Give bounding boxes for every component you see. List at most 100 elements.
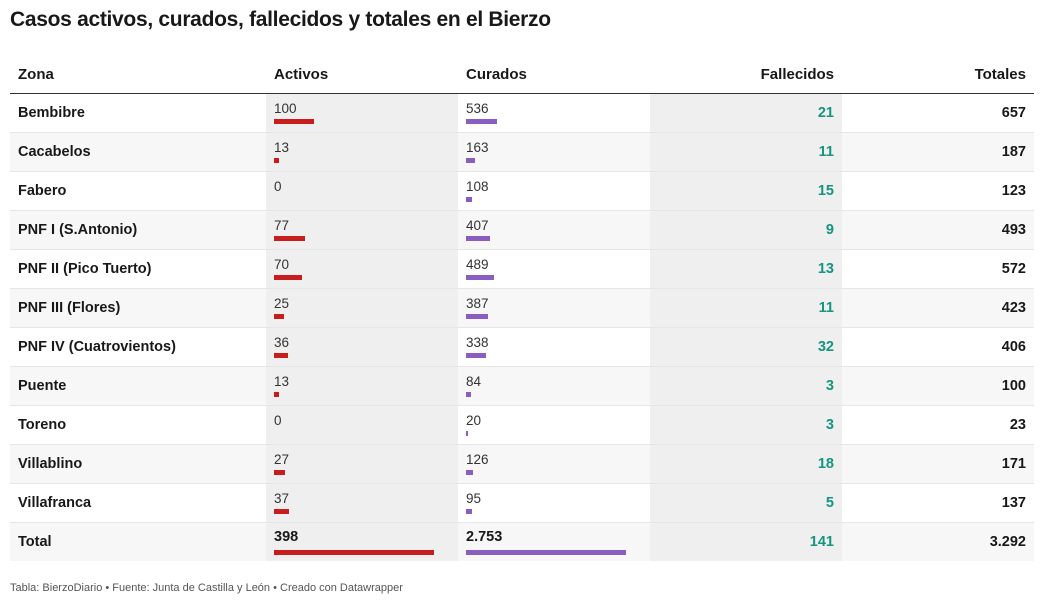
activos-cell: 0 [266, 171, 458, 211]
table-row: Villafranca 37 95 5 137 [10, 483, 1034, 523]
curados-bar [466, 470, 474, 475]
activos-value: 77 [274, 218, 290, 233]
activos-bar [274, 158, 280, 163]
chart-title: Casos activos, curados, fallecidos y tot… [10, 8, 551, 31]
curados-value: 387 [466, 296, 489, 311]
curados-bar [466, 550, 626, 555]
table-body: Bembibre 100 536 21 657 Cacabelos 13 163 11 187 Fa… [10, 93, 1034, 561]
fallecidos-cell: 11 [650, 132, 842, 172]
curados-bar [466, 119, 498, 124]
activos-value: 0 [274, 179, 282, 194]
curados-value: 108 [466, 179, 489, 194]
curados-bar [466, 275, 495, 280]
activos-cell: 37 [266, 483, 458, 523]
totales-cell: 123 [842, 171, 1034, 211]
curados-cell: 387 [458, 288, 650, 328]
curados-bar [466, 431, 468, 436]
activos-bar [274, 236, 305, 241]
activos-cell: 100 [266, 93, 458, 133]
zona-cell: Puente [10, 366, 266, 406]
zona-cell: Toreno [10, 405, 266, 445]
activos-value: 0 [274, 413, 282, 428]
activos-value: 25 [274, 296, 290, 311]
activos-value: 70 [274, 257, 290, 272]
curados-value: 407 [466, 218, 489, 233]
totales-cell: 572 [842, 249, 1034, 289]
table-total-row: Total 398 2.753 141 3.292 [10, 522, 1034, 561]
activos-value: 27 [274, 452, 290, 467]
totales-cell: 137 [842, 483, 1034, 523]
activos-cell: 77 [266, 210, 458, 250]
activos-bar [274, 119, 315, 124]
curados-bar [466, 392, 471, 397]
table-row: Bembibre 100 536 21 657 [10, 93, 1034, 133]
activos-cell: 36 [266, 327, 458, 367]
curados-value: 84 [466, 374, 482, 389]
totales-cell: 171 [842, 444, 1034, 484]
curados-value: 338 [466, 335, 489, 350]
activos-bar [274, 392, 280, 397]
zona-cell: Villablino [10, 444, 266, 484]
table-row: PNF II (Pico Tuerto) 70 489 13 572 [10, 249, 1034, 289]
table-row: PNF I (S.Antonio) 77 407 9 493 [10, 210, 1034, 250]
curados-cell: 2.753 [458, 522, 650, 561]
curados-cell: 126 [458, 444, 650, 484]
table-row: Toreno 0 20 3 23 [10, 405, 1034, 445]
fallecidos-cell: 15 [650, 171, 842, 211]
zona-cell: Fabero [10, 171, 266, 211]
activos-cell: 13 [266, 366, 458, 406]
zona-cell: Total [10, 522, 266, 561]
zona-cell: PNF IV (Cuatrovientos) [10, 327, 266, 367]
activos-cell: 398 [266, 522, 458, 561]
activos-cell: 0 [266, 405, 458, 445]
totales-cell: 423 [842, 288, 1034, 328]
activos-bar [274, 509, 289, 514]
table-row: Cacabelos 13 163 11 187 [10, 132, 1034, 172]
curados-value: 163 [466, 140, 489, 155]
activos-value: 13 [274, 374, 290, 389]
totales-cell: 3.292 [842, 522, 1034, 561]
curados-value: 489 [466, 257, 489, 272]
curados-cell: 163 [458, 132, 650, 172]
fallecidos-cell: 3 [650, 405, 842, 445]
totales-cell: 657 [842, 93, 1034, 133]
fallecidos-cell: 11 [650, 288, 842, 328]
fallecidos-cell: 3 [650, 366, 842, 406]
table-row: Villablino 27 126 18 171 [10, 444, 1034, 484]
column-header-activos[interactable]: Activos [266, 56, 458, 94]
activos-cell: 25 [266, 288, 458, 328]
curados-cell: 536 [458, 93, 650, 133]
activos-value: 100 [274, 101, 297, 116]
curados-bar [466, 353, 486, 358]
column-header-totales[interactable]: Totales [842, 56, 1034, 94]
curados-cell: 407 [458, 210, 650, 250]
fallecidos-cell: 141 [650, 522, 842, 561]
curados-cell: 338 [458, 327, 650, 367]
activos-bar [274, 314, 285, 319]
activos-bar [274, 275, 303, 280]
curados-value: 95 [466, 491, 482, 506]
column-header-fallecidos[interactable]: Fallecidos [650, 56, 842, 94]
curados-cell: 95 [458, 483, 650, 523]
activos-bar [274, 470, 285, 475]
column-header-zona[interactable]: Zona [10, 56, 266, 94]
fallecidos-cell: 9 [650, 210, 842, 250]
chart-footer: Tabla: BierzoDiario • Fuente: Junta de C… [10, 582, 403, 594]
fallecidos-cell: 5 [650, 483, 842, 523]
column-header-curados[interactable]: Curados [458, 56, 650, 94]
curados-bar [466, 509, 472, 514]
table-row: Puente 13 84 3 100 [10, 366, 1034, 406]
curados-cell: 489 [458, 249, 650, 289]
zona-cell: Cacabelos [10, 132, 266, 172]
curados-value: 126 [466, 452, 489, 467]
curados-value: 536 [466, 101, 489, 116]
activos-cell: 13 [266, 132, 458, 172]
table-row: PNF IV (Cuatrovientos) 36 338 32 406 [10, 327, 1034, 367]
totales-cell: 493 [842, 210, 1034, 250]
activos-value: 37 [274, 491, 290, 506]
totales-cell: 100 [842, 366, 1034, 406]
zona-cell: Villafranca [10, 483, 266, 523]
zona-cell: Bembibre [10, 93, 266, 133]
activos-bar [274, 550, 434, 555]
